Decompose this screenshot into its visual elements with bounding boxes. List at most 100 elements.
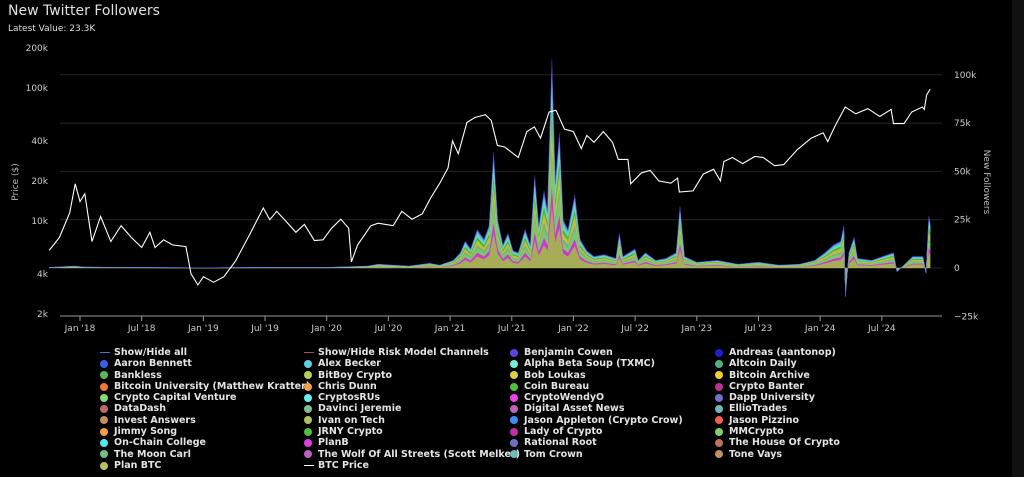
legend-dot-icon: [100, 427, 108, 436]
legend-dot-icon: [715, 359, 723, 368]
legend-item[interactable]: Altcoin Daily: [715, 358, 840, 369]
x-tick-label: Jul '22: [620, 324, 649, 334]
chart: −25k 0 25k 50k 75k 100k 2k 4k 10k 20k 40k 100k 200k J…: [11, 44, 991, 334]
legend-item[interactable]: On-Chain College: [100, 437, 310, 448]
x-tick-label: Jan '22: [557, 324, 589, 334]
legend-item[interactable]: Coin Bureau: [510, 381, 683, 392]
y-left-tick-label: 200k: [26, 44, 49, 54]
legend-item[interactable]: Bitcoin University (Matthew Kratter): [100, 381, 310, 392]
legend-dot-icon: [510, 427, 518, 436]
legend-item[interactable]: Jason Pizzino: [715, 415, 840, 426]
legend-item[interactable]: Aaron Bennett: [100, 358, 310, 369]
legend-label: Altcoin Daily: [729, 358, 797, 370]
legend-item[interactable]: Crypto Banter: [715, 381, 840, 392]
legend-dot-icon: [100, 382, 108, 391]
legend-item[interactable]: BTC Price: [304, 460, 520, 471]
legend-dot-icon: [100, 439, 108, 448]
legend-item[interactable]: PlanB: [304, 437, 520, 448]
legend-item[interactable]: Crypto Capital Venture: [100, 392, 310, 403]
legend-item[interactable]: Alpha Beta Soup (TXMC): [510, 358, 683, 369]
legend-item[interactable]: Andreas (aantonop): [715, 347, 840, 358]
legend-dot-icon: [304, 393, 312, 402]
legend-item[interactable]: Digital Asset News: [510, 403, 683, 414]
legend-dot-icon: [510, 405, 518, 414]
legend-item[interactable]: Bitcoin Archive: [715, 370, 840, 381]
legend-label: Jimmy Song: [114, 426, 178, 438]
legend-item[interactable]: MMCrypto: [715, 426, 840, 437]
legend-label: Andreas (aantonop): [729, 347, 836, 358]
legend-dot-icon: [715, 348, 723, 357]
legend-line-icon: [304, 464, 314, 467]
y-right-tick-label: 25k: [954, 216, 971, 226]
legend-dot-icon: [510, 382, 518, 391]
legend-label: The House Of Crypto: [729, 437, 840, 449]
legend-dot-icon: [100, 405, 108, 414]
y-left-tick-label: 10k: [31, 217, 48, 227]
x-tick-label: Jan '24: [804, 324, 836, 334]
legend-column-3: Benjamin Cowen Alpha Beta Soup (TXMC) Bob …: [510, 347, 683, 460]
legend-item[interactable]: CryptoWendyO: [510, 392, 683, 403]
legend-item[interactable]: Dapp University: [715, 392, 840, 403]
legend-label: JRNY Crypto: [318, 426, 383, 438]
legend-item[interactable]: Benjamin Cowen: [510, 347, 683, 358]
legend-item[interactable]: Bankless: [100, 370, 310, 381]
legend-label: On-Chain College: [114, 437, 206, 449]
x-tick-label: Jan '19: [187, 324, 219, 334]
legend-label: MMCrypto: [729, 426, 784, 438]
legend-item[interactable]: CryptosRUs: [304, 392, 520, 403]
legend-item[interactable]: The Wolf Of All Streets (Scott Melker): [304, 449, 520, 460]
legend-label: Alex Becker: [318, 358, 381, 370]
legend-dot-icon: [100, 416, 108, 425]
legend-item[interactable]: Jimmy Song: [100, 426, 310, 437]
x-tick-label: Jan '21: [434, 324, 466, 334]
legend-item[interactable]: Jason Appleton (Crypto Crow): [510, 415, 683, 426]
legend-label: Show/Hide all: [114, 347, 188, 358]
legend-item[interactable]: Rational Root: [510, 437, 683, 448]
legend-dot-icon: [100, 371, 108, 380]
legend-item[interactable]: Chris Dunn: [304, 381, 520, 392]
legend-dot-icon: [304, 439, 312, 448]
legend-item[interactable]: Invest Answers: [100, 415, 310, 426]
legend-item[interactable]: The House Of Crypto: [715, 437, 840, 448]
edge-strip: [1012, 0, 1024, 477]
legend-label: Rational Root: [524, 437, 597, 449]
legend-item[interactable]: DataDash: [100, 403, 310, 414]
x-tick-label: Jul '21: [497, 324, 526, 334]
legend-item[interactable]: Ivan on Tech: [304, 415, 520, 426]
x-tick-label: Jul '24: [867, 324, 896, 334]
legend-label: CryptoWendyO: [524, 392, 605, 404]
legend-item[interactable]: Alex Becker: [304, 358, 520, 369]
legend-label: Lady of Crypto: [524, 426, 603, 438]
legend-label: Bob Loukas: [524, 369, 586, 381]
legend-label: Bankless: [114, 369, 162, 381]
legend-item[interactable]: Show/Hide all: [100, 347, 310, 358]
legend-item[interactable]: The Moon Carl: [100, 449, 310, 460]
legend-item[interactable]: Show/Hide Risk Model Channels: [304, 347, 520, 358]
y-left-tick-label: 4k: [37, 270, 49, 280]
legend-item[interactable]: Davinci Jeremie: [304, 403, 520, 414]
legend-label: BTC Price: [318, 459, 369, 471]
y-left-tick-label: 40k: [31, 137, 48, 147]
legend-item[interactable]: Bob Loukas: [510, 370, 683, 381]
legend-label: Tone Vays: [729, 448, 783, 460]
y-right-tick-label: 0: [954, 264, 960, 274]
legend-item[interactable]: EllioTrades: [715, 403, 840, 414]
legend-item[interactable]: Tom Crown: [510, 449, 683, 460]
legend-item[interactable]: Plan BTC: [100, 460, 310, 471]
x-tick-label: Jan '18: [64, 324, 96, 334]
legend-item[interactable]: Tone Vays: [715, 449, 840, 460]
legend-label: Bitcoin Archive: [729, 369, 810, 381]
legend-dot-icon: [510, 439, 518, 448]
legend-item[interactable]: Lady of Crypto: [510, 426, 683, 437]
latest-value: Latest Value: 23.3K: [8, 24, 96, 34]
legend-item[interactable]: JRNY Crypto: [304, 426, 520, 437]
legend-label: Dapp University: [729, 392, 815, 404]
legend-item[interactable]: BitBoy Crypto: [304, 370, 520, 381]
legend-label: Coin Bureau: [524, 380, 590, 392]
x-tick-label: Jan '20: [310, 324, 342, 334]
x-tick-label: Jul '18: [127, 324, 156, 334]
legend-dot-icon: [304, 405, 312, 414]
legend-dot-icon: [715, 427, 723, 436]
legend-dot-icon: [510, 359, 518, 368]
y-right-tick-label: 50k: [954, 167, 971, 177]
